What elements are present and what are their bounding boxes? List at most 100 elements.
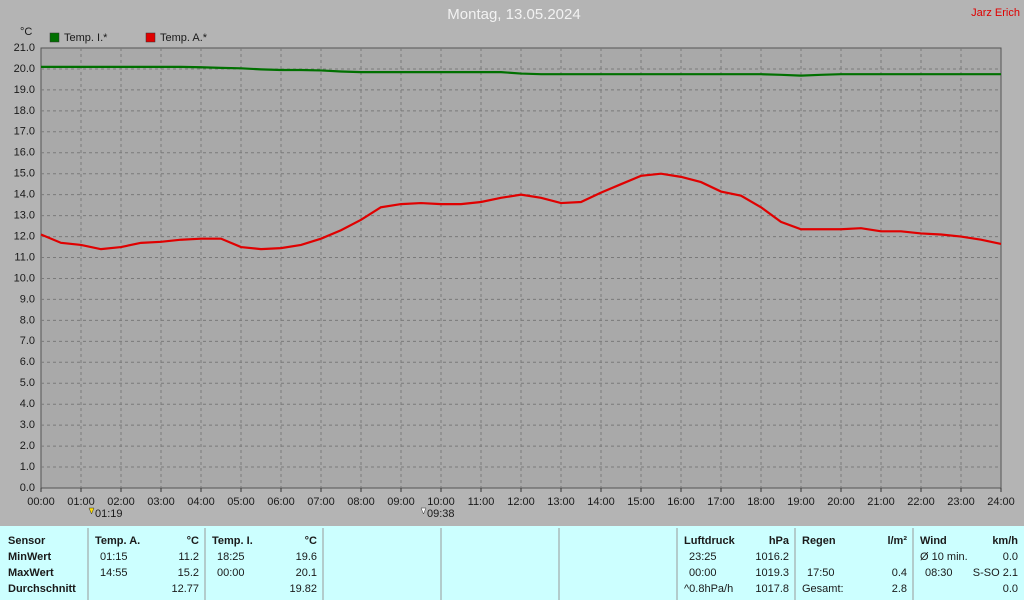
column-unit: °C	[187, 535, 199, 547]
column-unit: km/h	[992, 535, 1018, 547]
column-title: Luftdruck	[684, 535, 736, 547]
cell-value: 20.1	[296, 567, 317, 579]
cell-time: 14:55	[100, 567, 128, 579]
y-tick-label: 21.0	[14, 42, 35, 54]
column-unit: hPa	[769, 535, 790, 547]
y-tick-label: 13.0	[14, 210, 35, 222]
column-title: Temp. A.	[95, 535, 140, 547]
y-tick-label: 2.0	[20, 440, 35, 452]
cell-value: 19.6	[296, 551, 317, 563]
y-tick-label: 6.0	[20, 356, 35, 368]
cell-value: 1016.2	[755, 551, 789, 563]
y-tick-label: 9.0	[20, 293, 35, 305]
series-line	[41, 65, 1001, 77]
series-line	[40, 172, 1002, 251]
sun-time: 09:38	[427, 508, 455, 520]
cell-value: 0.0	[1003, 551, 1018, 563]
y-tick-label: 17.0	[14, 126, 35, 138]
x-tick-label: 14:00	[587, 496, 615, 508]
cell-value: 19.82	[289, 583, 317, 595]
x-tick-label: 09:00	[387, 496, 415, 508]
legend-swatch	[49, 32, 60, 43]
x-tick-label: 08:00	[347, 496, 375, 508]
cell-value: 0.0	[1003, 583, 1018, 595]
legend-swatch	[145, 32, 156, 43]
y-unit: °C	[20, 26, 32, 38]
sun-event: 09:38	[420, 507, 455, 520]
x-tick-label: 15:00	[627, 496, 655, 508]
cell-time: 23:25	[689, 551, 717, 563]
x-tick-label: 24:00	[987, 496, 1015, 508]
x-tick-label: 21:00	[867, 496, 895, 508]
y-tick-label: 4.0	[20, 398, 35, 410]
cell-time: 17:50	[807, 567, 835, 579]
y-tick-label: 7.0	[20, 335, 35, 347]
row-label: MaxWert	[8, 567, 54, 579]
x-tick-label: 22:00	[907, 496, 935, 508]
column-unit: °C	[305, 535, 317, 547]
author: Jarz Erich	[971, 7, 1020, 19]
column-title: Wind	[920, 535, 947, 547]
cell-value: 1017.8	[755, 583, 789, 595]
x-tick-label: 18:00	[747, 496, 775, 508]
cell-time: ^0.8hPa/h	[684, 583, 733, 595]
x-tick-label: 16:00	[667, 496, 695, 508]
cell-time: Gesamt:	[802, 583, 844, 595]
cell-time: 18:25	[217, 551, 245, 563]
x-tick-label: 20:00	[827, 496, 855, 508]
cell-time: 00:00	[689, 567, 717, 579]
row-label: Durchschnitt	[8, 583, 76, 595]
x-tick-label: 23:00	[947, 496, 975, 508]
cell-value: 2.8	[892, 583, 907, 595]
row-label: Sensor	[8, 535, 46, 547]
x-tick-label: 19:00	[787, 496, 815, 508]
y-tick-label: 8.0	[20, 314, 35, 326]
y-tick-label: 12.0	[14, 230, 35, 242]
x-tick-label: 12:00	[507, 496, 535, 508]
y-tick-label: 3.0	[20, 419, 35, 431]
sun-time: 01:19	[95, 508, 123, 520]
x-tick-label: 03:00	[147, 496, 175, 508]
column-title: Regen	[802, 535, 836, 547]
y-tick-label: 11.0	[14, 251, 35, 263]
x-tick-label: 06:00	[267, 496, 295, 508]
sun-icon	[88, 507, 95, 515]
sun-icon	[420, 507, 427, 515]
x-tick-label: 05:00	[227, 496, 255, 508]
row-label: MinWert	[8, 551, 52, 563]
y-tick-label: 19.0	[14, 84, 35, 96]
x-tick-label: 04:00	[187, 496, 215, 508]
cell-time: 08:30	[925, 567, 953, 579]
x-tick-label: 17:00	[707, 496, 735, 508]
y-tick-label: 16.0	[14, 147, 35, 159]
legend-label: Temp. I.*	[64, 32, 108, 44]
cell-value: S-SO 2.1	[973, 567, 1018, 579]
cell-value: 15.2	[178, 567, 199, 579]
cell-time: 00:00	[217, 567, 245, 579]
cell-value: 0.4	[892, 567, 907, 579]
x-tick-label: 10:00	[427, 496, 455, 508]
x-tick-label: 07:00	[307, 496, 335, 508]
cell-time: 01:15	[100, 551, 128, 563]
cell-value: 1019.3	[755, 567, 789, 579]
y-tick-label: 1.0	[20, 461, 35, 473]
y-tick-label: 10.0	[14, 272, 35, 284]
cell-value: 12.77	[171, 583, 199, 595]
column-unit: l/m²	[887, 535, 907, 547]
chart-title: Montag, 13.05.2024	[447, 6, 580, 23]
cell-value: 11.2	[178, 551, 199, 563]
y-tick-label: 20.0	[14, 63, 35, 75]
y-tick-label: 5.0	[20, 377, 35, 389]
y-tick-label: 18.0	[14, 105, 35, 117]
x-tick-label: 11:00	[468, 496, 495, 508]
column-title: Temp. I.	[212, 535, 253, 547]
x-tick-label: 02:00	[107, 496, 135, 508]
stats-panel	[0, 526, 1024, 600]
cell-time: Ø 10 min.	[920, 551, 968, 563]
y-tick-label: 15.0	[14, 168, 35, 180]
x-tick-label: 00:00	[27, 496, 55, 508]
y-tick-label: 14.0	[14, 189, 35, 201]
x-tick-label: 01:00	[67, 496, 95, 508]
legend-label: Temp. A.*	[160, 32, 208, 44]
